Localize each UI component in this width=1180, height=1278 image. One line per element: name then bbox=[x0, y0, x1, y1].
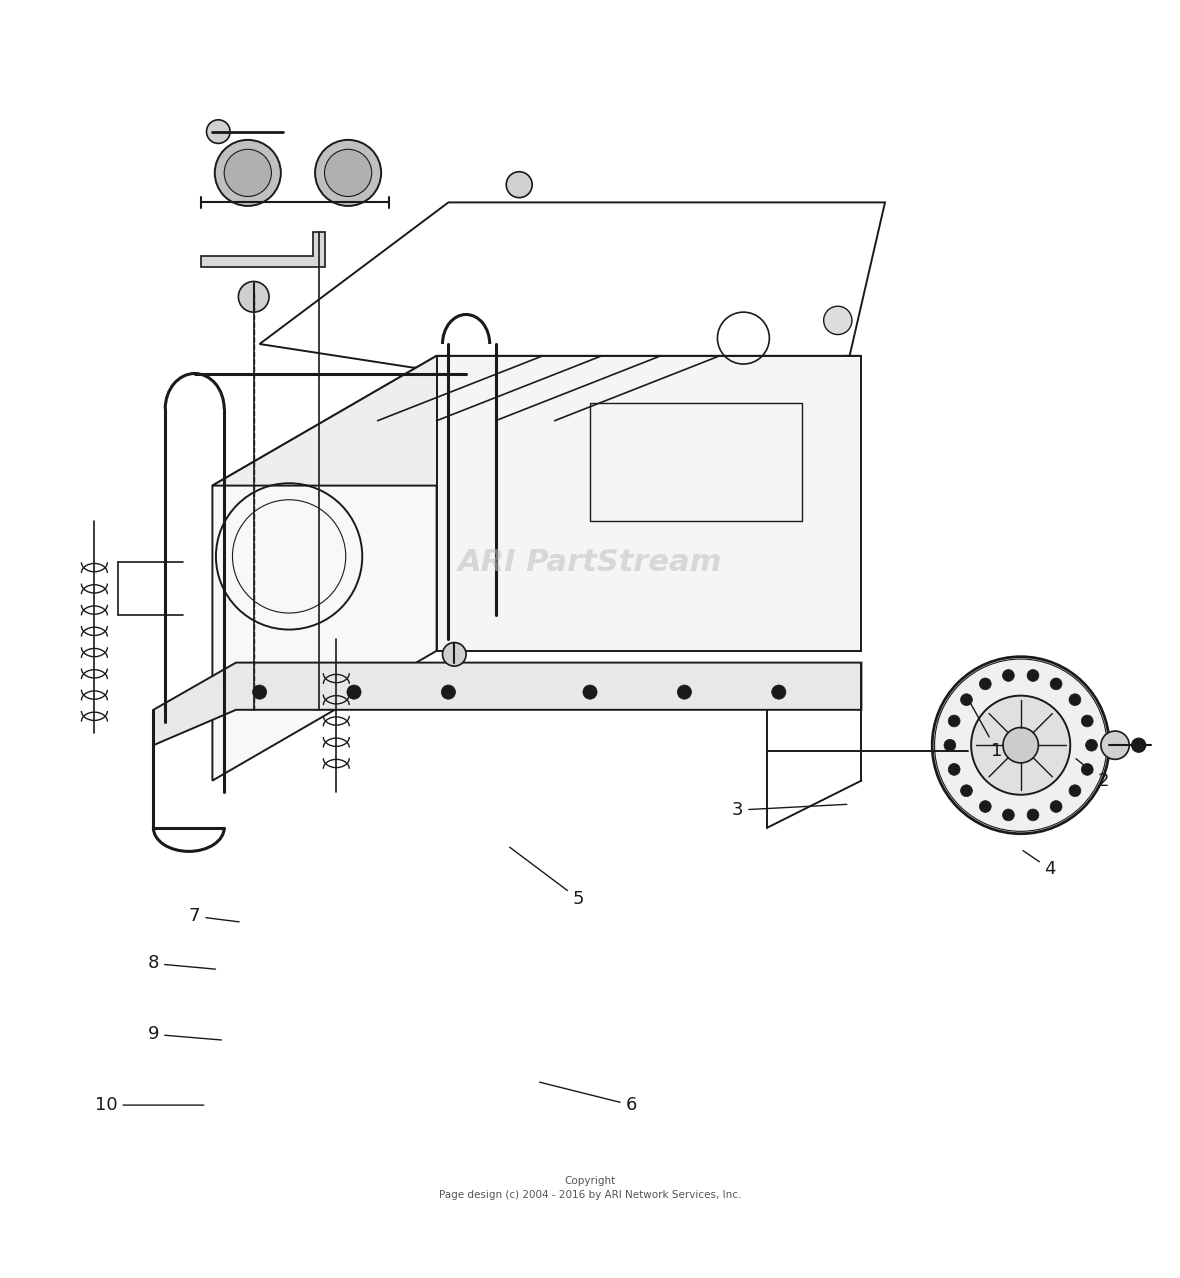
Circle shape bbox=[1003, 727, 1038, 763]
Circle shape bbox=[224, 150, 271, 197]
Circle shape bbox=[206, 120, 230, 143]
Circle shape bbox=[677, 685, 691, 699]
Circle shape bbox=[253, 685, 267, 699]
Circle shape bbox=[506, 171, 532, 198]
Circle shape bbox=[824, 307, 852, 335]
Text: 3: 3 bbox=[732, 801, 847, 819]
Circle shape bbox=[979, 800, 991, 813]
Circle shape bbox=[949, 716, 961, 727]
Circle shape bbox=[347, 685, 361, 699]
Text: ARI PartStream: ARI PartStream bbox=[458, 548, 722, 576]
Circle shape bbox=[441, 685, 455, 699]
Text: 10: 10 bbox=[94, 1097, 204, 1114]
Text: 2: 2 bbox=[1076, 759, 1109, 790]
Circle shape bbox=[583, 685, 597, 699]
Circle shape bbox=[1101, 731, 1129, 759]
Circle shape bbox=[324, 150, 372, 197]
Circle shape bbox=[315, 139, 381, 206]
Circle shape bbox=[1069, 785, 1081, 796]
Circle shape bbox=[949, 763, 961, 776]
Circle shape bbox=[1132, 739, 1146, 753]
Circle shape bbox=[971, 695, 1070, 795]
Polygon shape bbox=[437, 355, 861, 651]
Text: 5: 5 bbox=[510, 847, 584, 907]
Polygon shape bbox=[201, 231, 324, 267]
Circle shape bbox=[1050, 679, 1062, 690]
Text: Copyright
Page design (c) 2004 - 2016 by ARI Network Services, Inc.: Copyright Page design (c) 2004 - 2016 by… bbox=[439, 1176, 741, 1200]
Circle shape bbox=[1081, 763, 1093, 776]
Polygon shape bbox=[212, 355, 861, 486]
Circle shape bbox=[1050, 800, 1062, 813]
Circle shape bbox=[215, 139, 281, 206]
Text: 9: 9 bbox=[148, 1025, 222, 1043]
Circle shape bbox=[961, 785, 972, 796]
Circle shape bbox=[1069, 694, 1081, 705]
Circle shape bbox=[932, 657, 1109, 833]
Circle shape bbox=[1003, 670, 1015, 681]
Circle shape bbox=[961, 694, 972, 705]
Circle shape bbox=[1086, 739, 1097, 751]
Text: 4: 4 bbox=[1023, 851, 1056, 878]
Circle shape bbox=[1027, 809, 1038, 820]
Circle shape bbox=[238, 281, 269, 312]
Polygon shape bbox=[153, 662, 861, 745]
Circle shape bbox=[944, 739, 956, 751]
Text: 1: 1 bbox=[969, 700, 1003, 760]
Circle shape bbox=[979, 679, 991, 690]
Polygon shape bbox=[212, 355, 437, 781]
Text: 6: 6 bbox=[539, 1082, 637, 1114]
Circle shape bbox=[1027, 670, 1038, 681]
Circle shape bbox=[1003, 809, 1015, 820]
Circle shape bbox=[442, 643, 466, 666]
Circle shape bbox=[772, 685, 786, 699]
Text: 8: 8 bbox=[148, 955, 216, 973]
Circle shape bbox=[1081, 716, 1093, 727]
Text: 7: 7 bbox=[189, 907, 240, 925]
